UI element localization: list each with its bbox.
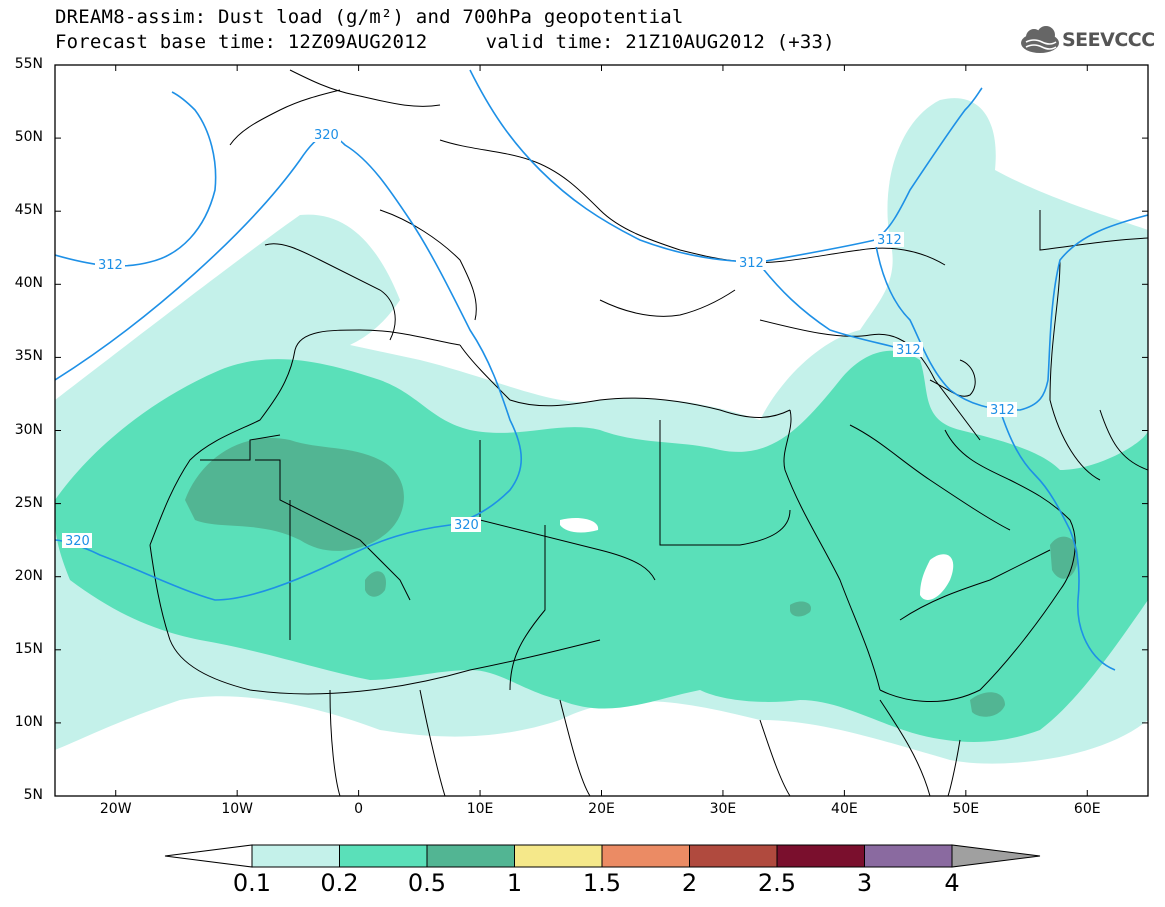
lat-tick-label: 45N (14, 202, 43, 219)
chart-title: DREAM8-assim: Dust load (g/m²) and 700hP… (55, 6, 684, 28)
lon-tick-label: 20W (99, 801, 132, 817)
lat-tick-label: 50N (14, 129, 43, 146)
colorbar-tick-label: 0.1 (232, 869, 272, 897)
contour-labels: 320 312 312 320 320 312 312 312 (62, 127, 1017, 549)
dust-free-area (560, 518, 954, 600)
colorbar-swatch (864, 844, 953, 868)
colorbar-swatch (601, 844, 690, 868)
lat-tick-label: 20N (14, 567, 43, 584)
colorbar-swatch (689, 844, 778, 868)
colorbar-swatch (514, 844, 603, 868)
colorbar-tick-label: 0.5 (407, 869, 447, 897)
chart-subtitle: Forecast base time: 12Z09AUG2012 valid t… (55, 31, 835, 53)
lat-tick-label: 40N (14, 275, 43, 292)
contour-label: 320 (454, 518, 479, 533)
lat-tick-label: 30N (14, 421, 43, 438)
colorbar-swatch (339, 844, 428, 868)
coastlines (149, 69, 1148, 796)
lon-tick-label: 30E (709, 801, 737, 817)
lat-tick-label: 5N (23, 787, 43, 803)
lon-tick-label: 20E (588, 801, 615, 817)
colorbar-swatch (426, 844, 515, 868)
colorbar-tick-label: 2.5 (757, 869, 797, 897)
contour-label: 312 (739, 256, 764, 271)
contour-label: 312 (990, 403, 1015, 418)
lon-tick-label: 40E (831, 801, 858, 817)
lon-tick-label: 10E (466, 801, 494, 817)
lat-tick-label: 15N (14, 640, 43, 657)
colorbar-tick-label: 1 (506, 869, 523, 897)
colorbar-swatch (776, 844, 865, 868)
lon-tick-label: 50E (952, 801, 980, 817)
axis-ticks (55, 64, 1148, 797)
lon-tick-label: 10W (221, 801, 253, 817)
lat-tick-label: 35N (14, 348, 43, 365)
lat-tick-label: 25N (14, 494, 43, 511)
colorbar-tick-label: 4 (944, 869, 960, 897)
colorbar-tick-label: 1.5 (582, 869, 622, 897)
lon-tick-label: 0 (354, 801, 364, 817)
contour-label: 320 (314, 128, 339, 143)
logo-text: SEEVCCC (1062, 29, 1155, 51)
lat-tick-label: 55N (14, 56, 43, 72)
contour-label: 320 (65, 534, 90, 549)
contour-label: 312 (896, 343, 921, 358)
contour-label: 312 (98, 258, 123, 273)
contour-label: 312 (877, 233, 902, 248)
colorbar-under-arrow (164, 844, 253, 868)
colorbar-swatch (251, 844, 340, 868)
cloud-logo-icon (1021, 26, 1059, 53)
colorbar-over-arrow (951, 844, 1041, 868)
colorbar-tick-label: 0.2 (320, 869, 359, 897)
colorbar-tick-label: 3 (856, 869, 873, 897)
lat-tick-label: 10N (14, 713, 43, 730)
colorbar (164, 844, 1041, 868)
lon-tick-label: 60E (1073, 801, 1101, 817)
colorbar-tick-label: 2 (681, 869, 698, 897)
